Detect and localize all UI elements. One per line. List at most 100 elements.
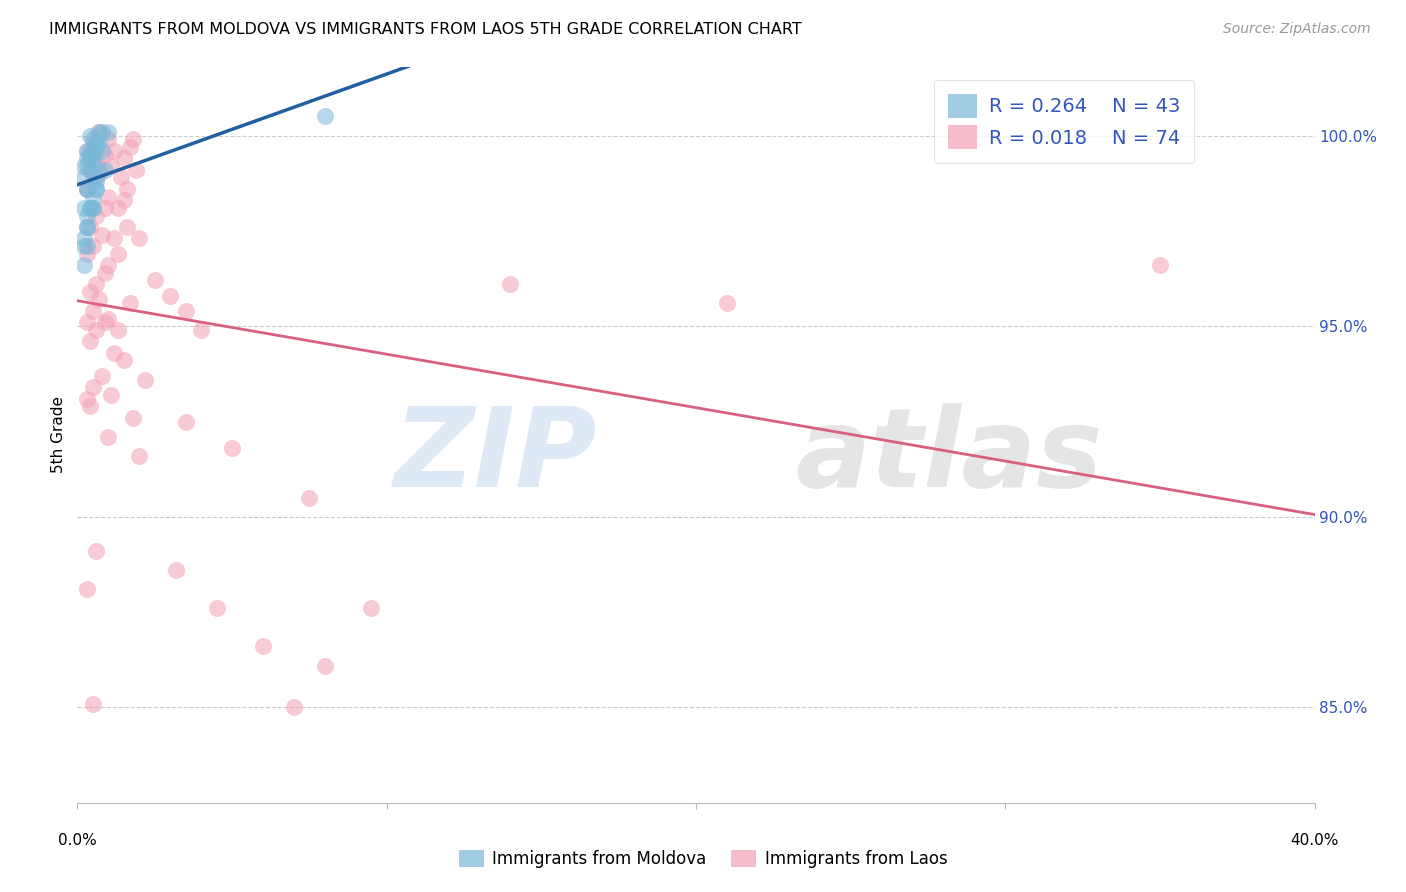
Point — [82, 189, 104, 203]
Point — [97, 132, 120, 146]
Point — [110, 170, 132, 185]
Point — [76, 220, 98, 235]
Point — [94, 147, 117, 161]
Point — [72, 159, 94, 173]
Point — [314, 658, 336, 673]
Point — [118, 140, 141, 154]
Point — [103, 346, 125, 360]
Point — [82, 174, 104, 188]
Point — [103, 144, 125, 158]
Point — [97, 125, 120, 139]
Point — [84, 144, 107, 158]
Text: Source: ZipAtlas.com: Source: ZipAtlas.com — [1223, 22, 1371, 37]
Point — [118, 296, 141, 310]
Point — [100, 388, 122, 402]
Point — [360, 601, 382, 615]
Point — [84, 209, 107, 223]
Point — [97, 189, 120, 203]
Point — [94, 315, 117, 329]
Point — [84, 136, 107, 150]
Point — [112, 353, 135, 368]
Point — [112, 152, 135, 166]
Point — [122, 410, 145, 425]
Point — [91, 144, 114, 158]
Point — [94, 266, 117, 280]
Point — [76, 182, 98, 196]
Point — [82, 304, 104, 318]
Point — [94, 201, 117, 215]
Point — [115, 182, 138, 196]
Point — [82, 147, 104, 161]
Point — [72, 258, 94, 272]
Point — [76, 239, 98, 253]
Point — [76, 315, 98, 329]
Point — [128, 449, 150, 463]
Point — [76, 182, 98, 196]
Point — [97, 258, 120, 272]
Point — [84, 136, 107, 150]
Point — [76, 144, 98, 158]
Point — [165, 563, 187, 577]
Point — [221, 441, 243, 455]
Point — [84, 182, 107, 196]
Point — [72, 231, 94, 245]
Point — [79, 201, 101, 215]
Y-axis label: 5th Grade: 5th Grade — [51, 396, 66, 474]
Point — [107, 201, 129, 215]
Point — [79, 162, 101, 177]
Point — [76, 144, 98, 158]
Point — [314, 110, 336, 124]
Point — [82, 239, 104, 253]
Point — [76, 209, 98, 223]
Point — [1149, 258, 1171, 272]
Point — [84, 182, 107, 196]
Point — [128, 231, 150, 245]
Text: ZIP: ZIP — [394, 403, 598, 510]
Point — [76, 392, 98, 406]
Point — [84, 174, 107, 188]
Point — [87, 167, 110, 181]
Text: atlas: atlas — [794, 403, 1102, 510]
Text: IMMIGRANTS FROM MOLDOVA VS IMMIGRANTS FROM LAOS 5TH GRADE CORRELATION CHART: IMMIGRANTS FROM MOLDOVA VS IMMIGRANTS FR… — [49, 22, 801, 37]
Point — [76, 182, 98, 196]
Point — [298, 491, 321, 505]
Point — [252, 640, 274, 654]
Point — [82, 380, 104, 394]
Point — [112, 194, 135, 208]
Legend: Immigrants from Moldova, Immigrants from Laos: Immigrants from Moldova, Immigrants from… — [451, 843, 955, 875]
Point — [159, 288, 181, 302]
Point — [72, 170, 94, 185]
Point — [91, 125, 114, 139]
Point — [100, 159, 122, 173]
Point — [94, 162, 117, 177]
Text: 40.0%: 40.0% — [1291, 833, 1339, 848]
Point — [143, 273, 166, 287]
Point — [76, 246, 98, 260]
Point — [107, 323, 129, 337]
Point — [79, 144, 101, 158]
Point — [174, 415, 197, 429]
Point — [82, 136, 104, 150]
Point — [103, 231, 125, 245]
Point — [716, 296, 738, 310]
Point — [72, 239, 94, 253]
Point — [79, 285, 101, 299]
Point — [76, 582, 98, 597]
Point — [87, 293, 110, 307]
Legend: R = 0.264    N = 43, R = 0.018    N = 74: R = 0.264 N = 43, R = 0.018 N = 74 — [934, 80, 1194, 162]
Point — [79, 162, 101, 177]
Point — [82, 697, 104, 711]
Point — [84, 155, 107, 169]
Point — [82, 201, 104, 215]
Point — [205, 601, 228, 615]
Point — [79, 334, 101, 349]
Point — [84, 323, 107, 337]
Point — [76, 159, 98, 173]
Point — [82, 144, 104, 158]
Point — [82, 201, 104, 215]
Point — [87, 136, 110, 150]
Point — [115, 220, 138, 235]
Point — [87, 125, 110, 139]
Point — [91, 368, 114, 383]
Point — [125, 162, 148, 177]
